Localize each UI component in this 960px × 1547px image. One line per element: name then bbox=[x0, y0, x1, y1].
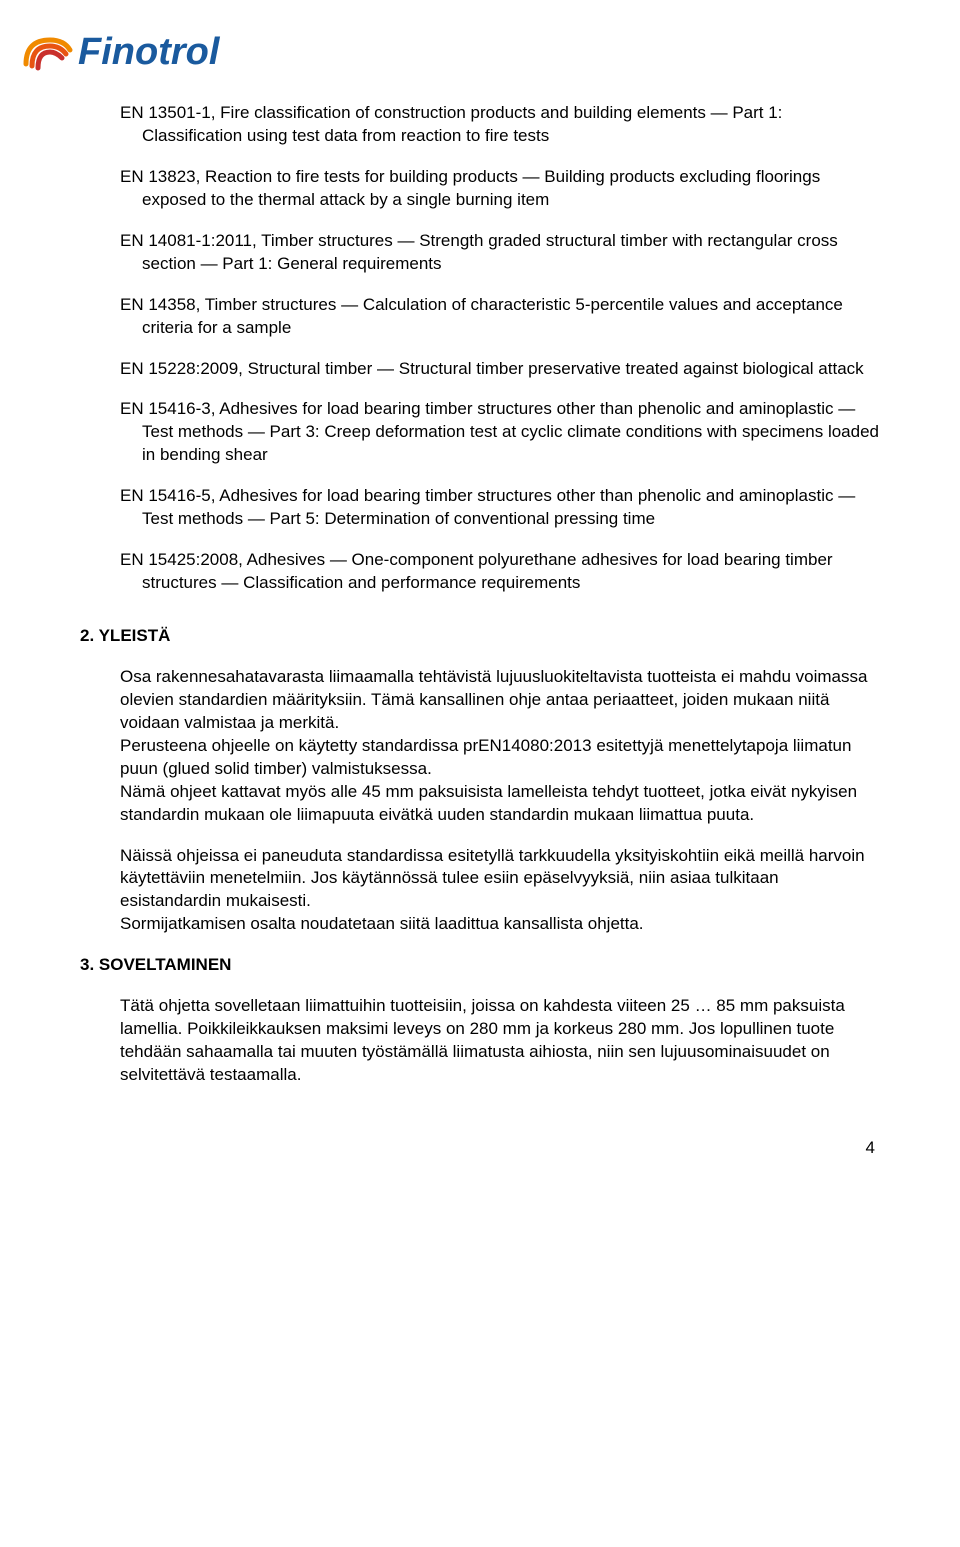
standard-item: EN 15416-3, Adhesives for load bearing t… bbox=[120, 398, 880, 467]
logo: Finotrol bbox=[20, 30, 880, 74]
section-2-heading: 2. YLEISTÄ bbox=[80, 625, 880, 648]
standard-item: EN 14358, Timber structures — Calculatio… bbox=[120, 294, 880, 340]
logo-wordmark-icon: Finotrol bbox=[78, 30, 298, 74]
section-2-para: Näissä ohjeissa ei paneuduta standardiss… bbox=[120, 845, 880, 937]
standard-item: EN 13823, Reaction to fire tests for bui… bbox=[120, 166, 880, 212]
standard-item: EN 15425:2008, Adhesives — One-component… bbox=[120, 549, 880, 595]
section-3-para: Tätä ohjetta sovelletaan liimattuihin tu… bbox=[120, 995, 880, 1087]
page-number: 4 bbox=[80, 1137, 880, 1160]
section-2-para: Osa rakennesahatavarasta liimaamalla teh… bbox=[120, 666, 880, 827]
section-3-heading: 3. SOVELTAMINEN bbox=[80, 954, 880, 977]
standard-item: EN 14081-1:2011, Timber structures — Str… bbox=[120, 230, 880, 276]
standard-item: EN 13501-1, Fire classification of const… bbox=[120, 102, 880, 148]
logo-mark-icon bbox=[20, 32, 74, 72]
standard-item: EN 15416-5, Adhesives for load bearing t… bbox=[120, 485, 880, 531]
svg-text:Finotrol: Finotrol bbox=[78, 31, 221, 73]
standards-list: EN 13501-1, Fire classification of const… bbox=[120, 102, 880, 595]
standard-item: EN 15228:2009, Structural timber — Struc… bbox=[120, 358, 880, 381]
